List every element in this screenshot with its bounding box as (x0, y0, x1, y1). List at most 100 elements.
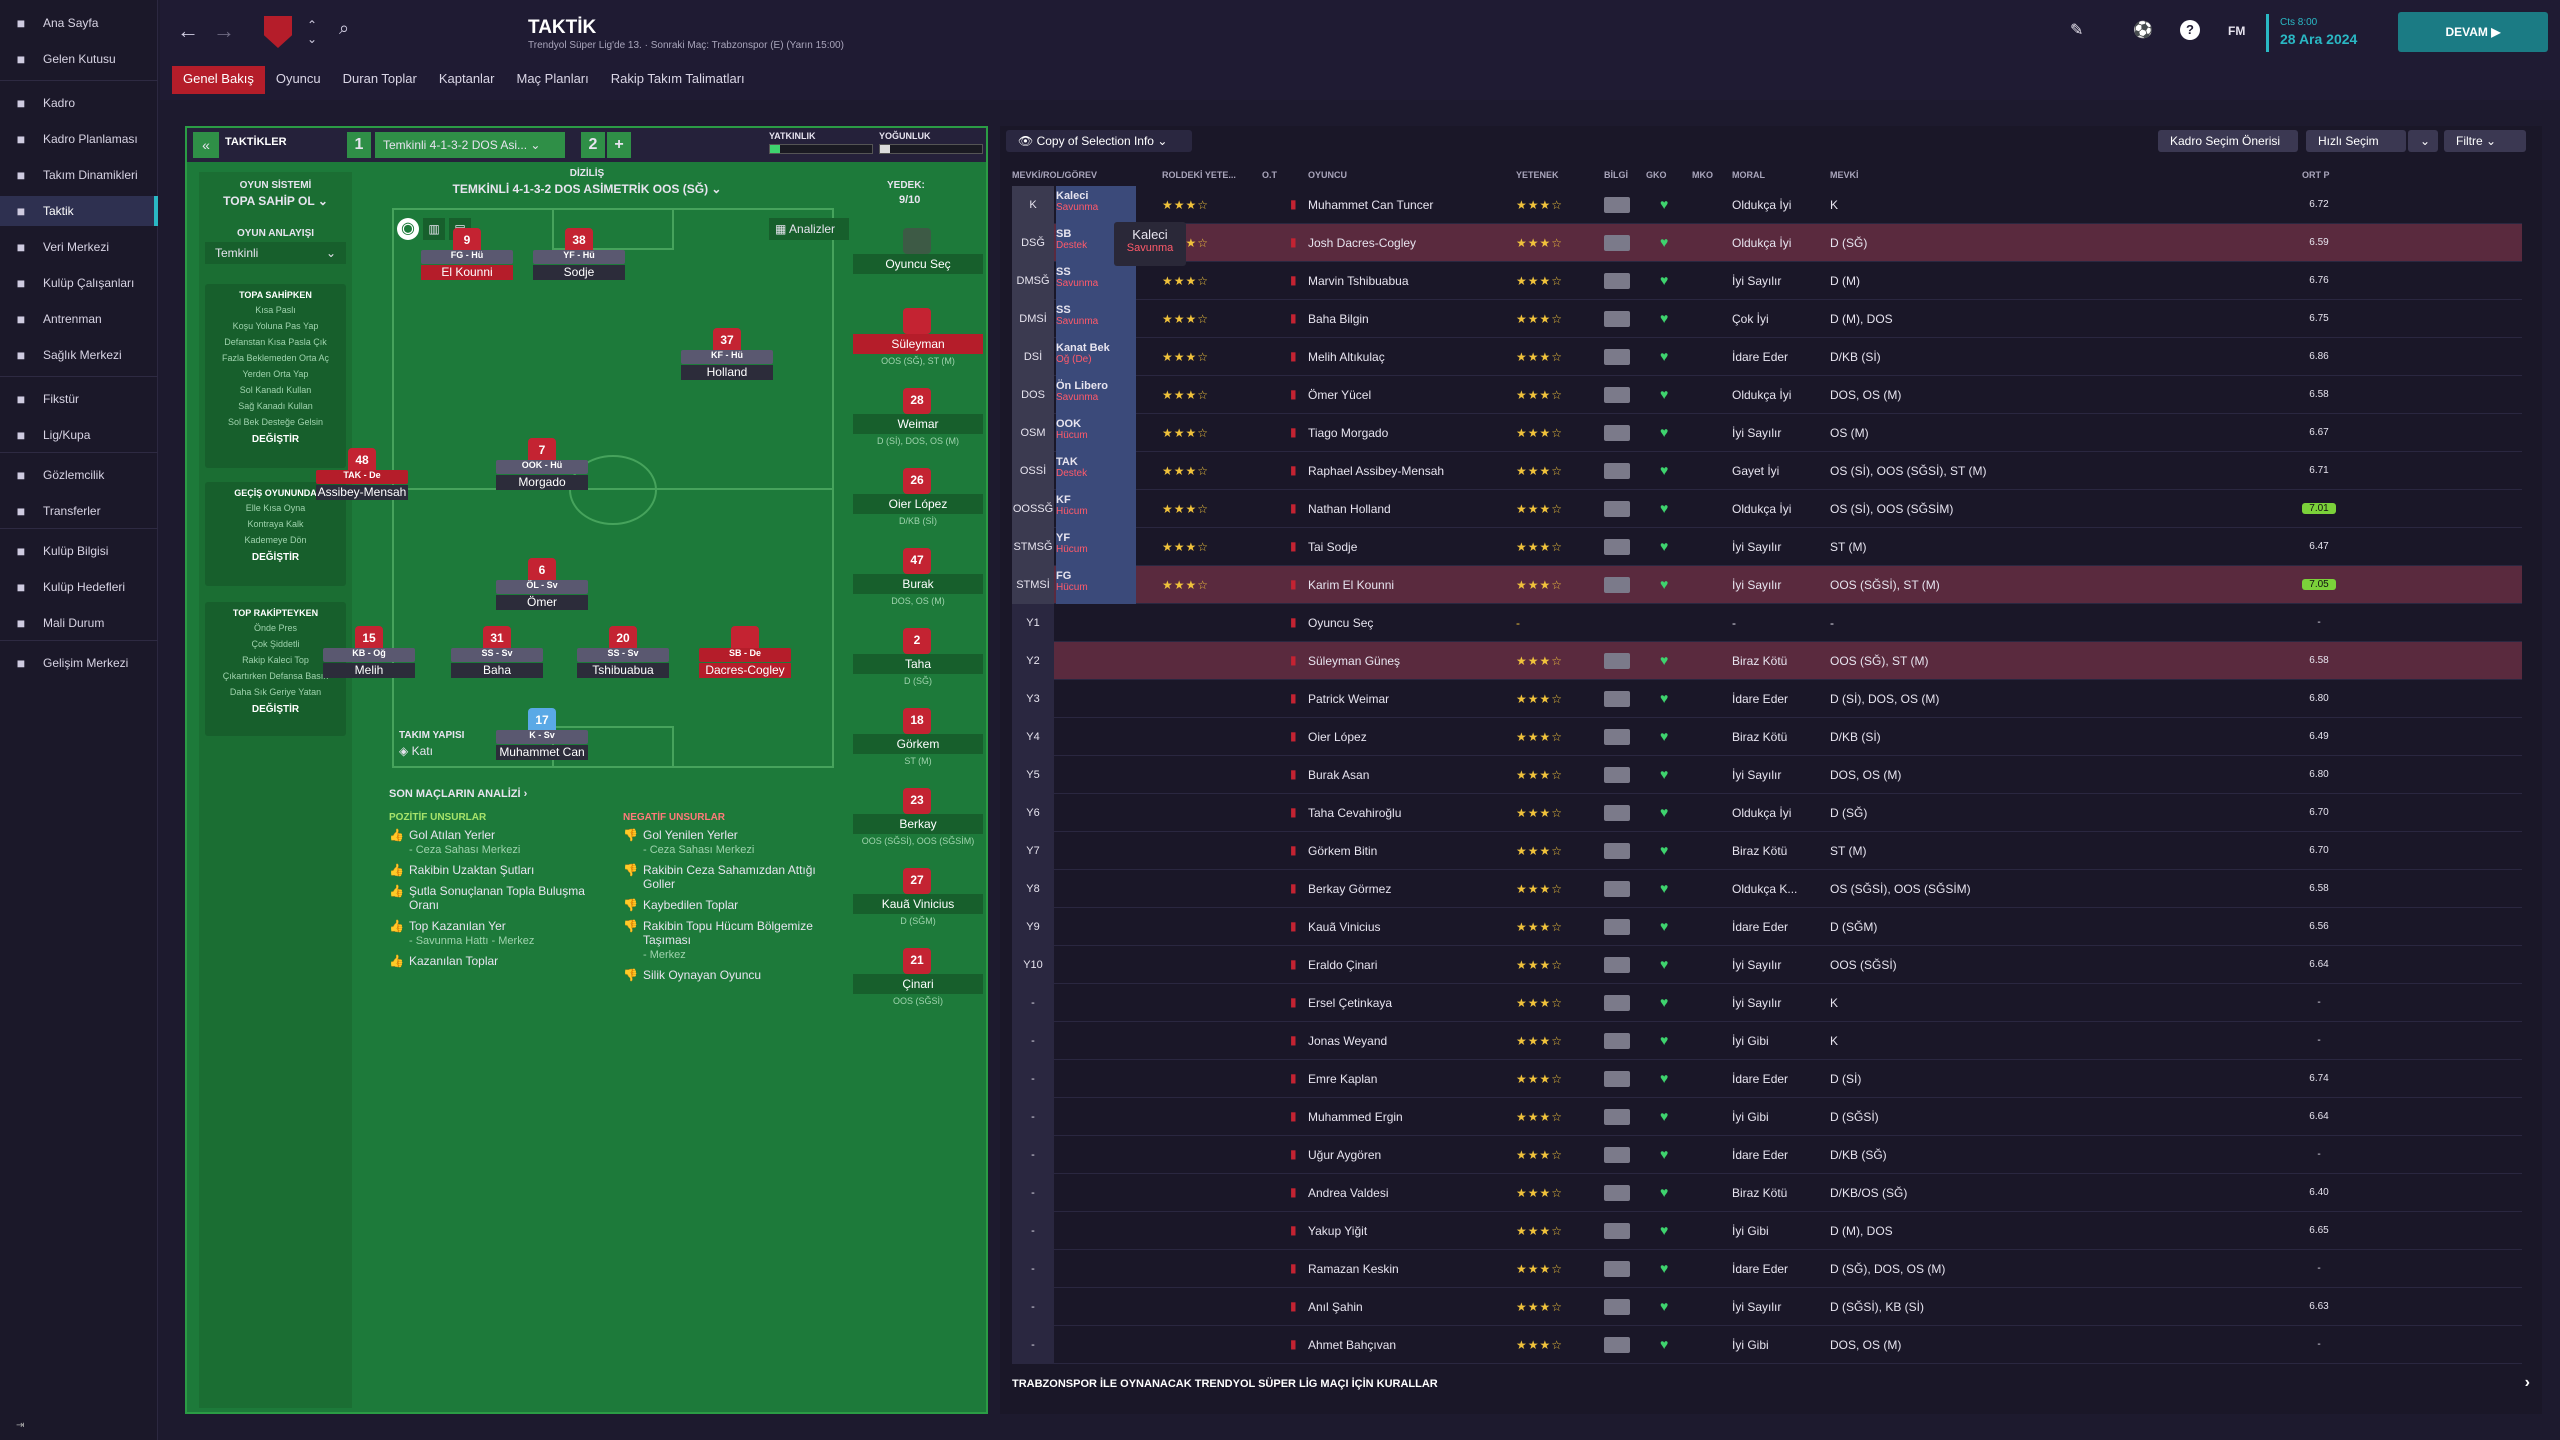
sidebar-item-14[interactable]: ■ Kulüp Bilgisi (0, 536, 158, 566)
stats-icon[interactable]: ▥ (423, 218, 445, 240)
table-row[interactable]: - ▮ Jonas Weyand ★★★☆ ♥ İyi Gibi K - (1012, 1022, 2522, 1060)
column-header-9[interactable]: MEVKİ (1830, 170, 1859, 180)
pitch-player[interactable]: 7 OOK - Hü Morgado (496, 438, 588, 490)
position-cell[interactable]: DSİ (1012, 338, 1054, 376)
player-name[interactable]: Jonas Weyand (1308, 1034, 1388, 1048)
role-cell[interactable]: Kanat Bek Oğ (De) (1056, 338, 1136, 376)
column-header-8[interactable]: MORAL (1732, 170, 1765, 180)
quick-pick-chevron-icon[interactable]: ⌄ (2408, 130, 2438, 152)
role-cell[interactable]: Ön Libero Savunma (1056, 376, 1136, 414)
column-header-1[interactable]: ROLDEKİ YETE... (1162, 170, 1236, 180)
position-cell[interactable]: - (1012, 1288, 1054, 1326)
column-header-3[interactable]: OYUNCU (1308, 170, 1348, 180)
table-row[interactable]: OSSİ TAK Destek ★★★☆ ▮ Raphael Assibey-Mensah… (1012, 452, 2522, 490)
view-dropdown[interactable]: 👁 Copy of Selection Info ⌄ (1006, 130, 1192, 152)
position-cell[interactable]: DOS (1012, 376, 1054, 414)
sidebar-item-3[interactable]: ■ Kadro Planlaması (0, 124, 158, 154)
position-cell[interactable]: OSSİ (1012, 452, 1054, 490)
player-name[interactable]: Ersel Çetinkaya (1308, 996, 1393, 1010)
column-header-2[interactable]: O.T (1262, 170, 1277, 180)
role-cell[interactable] (1056, 604, 1136, 642)
pitch-player[interactable]: 31 SS - Sv Baha (451, 626, 543, 678)
role-cell[interactable] (1056, 1060, 1136, 1098)
tab-2[interactable]: Duran Toplar (342, 71, 417, 86)
table-row[interactable]: Y4 ▮ Oier López ★★★☆ ♥ Biraz Kötü D/KB (Sİ) 6.4… (1012, 718, 2522, 756)
table-row[interactable]: Y2 ▮ Süleyman Güneş ★★★☆ ♥ Biraz Kötü OOS (SĞ)… (1012, 642, 2522, 680)
sidebar-item-7[interactable]: ■ Kulüp Çalışanları (0, 268, 158, 298)
table-row[interactable]: STMSİ FG Hücum ★★★☆ ▮ Karim El Kounni ★★★☆ ♥ İyi… (1012, 566, 2522, 604)
player-role[interactable]: KF - Hü (681, 350, 773, 364)
player-role[interactable]: OOK - Hü (496, 460, 588, 474)
role-cell[interactable] (1056, 984, 1136, 1022)
table-row[interactable]: OSM OOK Hücum ★★★☆ ▮ Tiago Morgado ★★★☆ ♥ İyi Sa… (1012, 414, 2522, 452)
sidebar-item-1[interactable]: ■ Gelen Kutusu (0, 44, 158, 74)
substitute-player[interactable]: 18 Görkem ST (M) (853, 708, 983, 778)
player-role[interactable]: KB - Oğ (323, 648, 415, 662)
player-role[interactable]: SS - Sv (577, 648, 669, 662)
table-row[interactable]: Y1 ▮ Oyuncu Seç - - - - (1012, 604, 2522, 642)
player-role[interactable]: TAK - De (316, 470, 408, 484)
player-name[interactable]: Oier López (1308, 730, 1367, 744)
pitch-player[interactable]: SB - De Dacres-Cogley (699, 626, 791, 678)
quick-pick-button[interactable]: Hızlı Seçim (2306, 130, 2406, 152)
player-role[interactable]: K - Sv (496, 730, 588, 744)
player-name[interactable]: Ahmet Bahçıvan (1308, 1338, 1397, 1352)
player-name[interactable]: Raphael Assibey-Mensah (1308, 464, 1445, 478)
position-cell[interactable]: STMSĞ (1012, 528, 1054, 566)
sidebar-item-12[interactable]: ■ Gözlemcilik (0, 460, 158, 490)
role-cell[interactable] (1056, 870, 1136, 908)
player-name[interactable]: Muhammed Ergin (1308, 1110, 1403, 1124)
filter-button[interactable]: Filtre ⌄ (2444, 130, 2526, 152)
role-cell[interactable] (1056, 1136, 1136, 1174)
table-row[interactable]: OOSSĞ KF Hücum ★★★☆ ▮ Nathan Holland ★★★☆ ♥ Oldu… (1012, 490, 2522, 528)
position-cell[interactable]: Y4 (1012, 718, 1054, 756)
tab-1[interactable]: Oyuncu (275, 71, 321, 86)
position-cell[interactable]: - (1012, 1022, 1054, 1060)
role-cell[interactable]: SS Savunma (1056, 262, 1136, 300)
table-row[interactable]: - ▮ Ramazan Keskin ★★★☆ ♥ İdare Eder D (SĞ), D… (1012, 1250, 2522, 1288)
player-name[interactable]: Berkay Görmez (1308, 882, 1392, 896)
in-possession-card[interactable]: TOPA SAHİPKEN Kısa Paslı Koşu Yoluna Pas … (205, 284, 346, 468)
analysis-title[interactable]: SON MAÇLARIN ANALİZİ › (389, 788, 528, 800)
substitute-player[interactable]: 28 Weimar D (Sİ), DOS, OS (M) (853, 388, 983, 458)
table-row[interactable]: - ▮ Andrea Valdesi ★★★☆ ♥ Biraz Kötü D/KB/OS (… (1012, 1174, 2522, 1212)
substitute-player[interactable]: 47 Burak DOS, OS (M) (853, 548, 983, 618)
player-name[interactable]: Melih Altıkulaç (1308, 350, 1385, 364)
player-name[interactable]: Taha Cevahiroğlu (1308, 806, 1402, 820)
player-name[interactable]: Kauã Vinicius (1308, 920, 1381, 934)
help-icon[interactable]: ? (2180, 20, 2200, 40)
role-cell[interactable]: YF Hücum (1056, 528, 1136, 566)
collapse-sidebar-icon[interactable]: ⇥ (16, 1420, 25, 1431)
player-name[interactable]: Yakup Yiğit (1308, 1224, 1368, 1238)
substitute-player[interactable]: 21 Çinari OOS (SĞSİ) (853, 948, 983, 1018)
change-button[interactable]: DEĞİŞTİR (251, 704, 300, 715)
role-cell[interactable] (1056, 756, 1136, 794)
position-cell[interactable]: DSĞ (1012, 224, 1054, 262)
table-row[interactable]: - ▮ Ersel Çetinkaya ★★★☆ ♥ İyi Sayılır K - (1012, 984, 2522, 1022)
player-name[interactable]: Muhammet Can Tuncer (1308, 198, 1434, 212)
player-role[interactable]: ÖL - Sv (496, 580, 588, 594)
position-cell[interactable]: - (1012, 1250, 1054, 1288)
match-rules-bar[interactable]: TRABZONSPOR İLE OYNANACAK TRENDYOL SÜPER… (1012, 1370, 2542, 1398)
player-role[interactable]: SS - Sv (451, 648, 543, 662)
column-header-7[interactable]: MKO (1692, 170, 1713, 180)
table-row[interactable]: - ▮ Anıl Şahin ★★★☆ ♥ İyi Sayılır D (SĞSİ), KB… (1012, 1288, 2522, 1326)
position-cell[interactable]: Y10 (1012, 946, 1054, 984)
position-cell[interactable]: K (1012, 186, 1054, 224)
position-cell[interactable]: - (1012, 1136, 1054, 1174)
pitch-player[interactable]: 48 TAK - De Assibey-Mensah (316, 448, 408, 500)
sidebar-item-8[interactable]: ■ Antrenman (0, 304, 158, 334)
player-name[interactable]: Emre Kaplan (1308, 1072, 1378, 1086)
role-cell[interactable]: TAK Destek (1056, 452, 1136, 490)
player-name[interactable]: Tai Sodje (1308, 540, 1358, 554)
role-cell[interactable] (1056, 680, 1136, 718)
table-row[interactable]: - ▮ Yakup Yiğit ★★★☆ ♥ İyi Gibi D (M), DOS 6.65 (1012, 1212, 2522, 1250)
club-badge[interactable] (264, 16, 292, 48)
player-name[interactable]: Marvin Tshibuabua (1308, 274, 1409, 288)
player-role[interactable]: FG - Hü (421, 250, 513, 264)
player-name[interactable]: Josh Dacres-Cogley (1308, 236, 1417, 250)
table-row[interactable]: Y3 ▮ Patrick Weimar ★★★☆ ♥ İdare Eder D (Sİ), … (1012, 680, 2522, 718)
player-name[interactable]: Anıl Şahin (1308, 1300, 1363, 1314)
table-row[interactable]: Y7 ▮ Görkem Bitin ★★★☆ ♥ Biraz Kötü ST (M) 6.70 (1012, 832, 2522, 870)
